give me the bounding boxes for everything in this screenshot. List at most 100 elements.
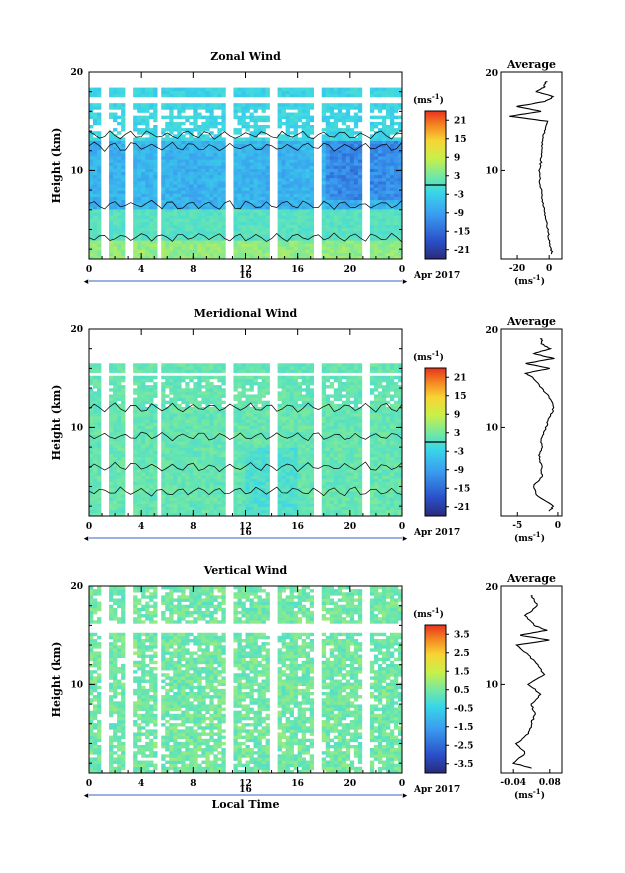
heatmap-cell bbox=[137, 500, 142, 504]
heatmap-cell bbox=[245, 431, 250, 436]
heatmap-cell bbox=[285, 143, 290, 148]
heatmap-cell bbox=[373, 224, 379, 229]
heatmap-cell bbox=[213, 184, 218, 188]
heatmap-cell bbox=[241, 509, 246, 514]
heatmap-cell bbox=[109, 497, 114, 501]
heatmap-cell bbox=[237, 369, 242, 373]
heatmap-cell bbox=[325, 246, 331, 250]
heatmap-cell bbox=[353, 143, 359, 148]
heatmap-cell bbox=[321, 246, 327, 250]
heatmap-cell bbox=[257, 153, 262, 157]
heatmap-cell bbox=[277, 199, 282, 204]
heatmap-cell bbox=[349, 230, 355, 235]
heatmap-cell bbox=[381, 159, 387, 163]
heatmap-cell bbox=[149, 146, 154, 151]
heatmap-cell bbox=[241, 478, 246, 483]
heatmap-cell bbox=[253, 221, 258, 226]
heatmap-cell bbox=[205, 146, 210, 151]
heatmap-cell bbox=[333, 168, 339, 173]
heatmap-cell bbox=[305, 90, 310, 95]
heatmap-cell bbox=[181, 93, 186, 98]
heatmap-cell bbox=[153, 112, 158, 116]
heatmap-cell bbox=[141, 472, 146, 476]
heatmap-cell bbox=[193, 215, 198, 219]
heatmap-cell bbox=[161, 237, 166, 241]
heatmap-cell bbox=[97, 403, 102, 408]
heatmap-cell bbox=[221, 450, 226, 454]
heatmap-cell bbox=[257, 196, 262, 201]
heatmap-cell bbox=[145, 227, 150, 232]
heatmap-cell bbox=[145, 478, 150, 483]
heatmap-cell bbox=[357, 140, 363, 144]
heatmap-cell bbox=[193, 506, 198, 511]
heatmap-cell bbox=[109, 209, 114, 213]
heatmap-cell bbox=[221, 137, 226, 141]
heatmap-cell bbox=[381, 215, 387, 219]
heatmap-cell bbox=[89, 249, 94, 254]
heatmap-cell bbox=[113, 118, 118, 123]
heatmap-cell bbox=[333, 227, 339, 232]
heatmap-cell bbox=[281, 146, 286, 151]
heatmap-cell bbox=[141, 153, 146, 157]
heatmap-cell bbox=[377, 93, 383, 98]
heatmap-cell bbox=[93, 450, 98, 454]
heatmap-cell bbox=[193, 441, 198, 445]
heatmap-cell bbox=[141, 234, 146, 238]
heatmap-cell bbox=[221, 447, 226, 451]
heatmap-cell bbox=[213, 206, 218, 210]
heatmap-cell bbox=[341, 121, 347, 126]
heatmap-cell bbox=[113, 375, 118, 380]
heatmap-cell bbox=[93, 456, 98, 461]
heatmap-cell bbox=[217, 388, 222, 392]
heatmap-cell bbox=[257, 115, 262, 120]
heatmap-cell bbox=[301, 87, 306, 91]
heatmap-cell bbox=[193, 255, 198, 260]
heatmap-cell bbox=[213, 438, 218, 442]
heatmap-cell bbox=[277, 215, 282, 219]
heatmap-cell bbox=[93, 416, 98, 420]
heatmap-cell bbox=[309, 177, 315, 182]
heatmap-cell bbox=[245, 381, 250, 386]
heatmap-cell bbox=[265, 168, 270, 173]
heatmap-cell bbox=[161, 450, 166, 454]
heatmap-cell bbox=[217, 509, 222, 514]
heatmap-cell bbox=[137, 190, 142, 194]
heatmap-cell bbox=[205, 174, 210, 179]
heatmap-cell bbox=[181, 434, 186, 439]
heatmap-cell bbox=[117, 190, 122, 194]
heatmap-cell bbox=[277, 190, 282, 194]
heatmap-cell bbox=[209, 237, 214, 241]
heatmap-cell bbox=[133, 246, 138, 250]
heatmap-cell bbox=[321, 159, 327, 163]
heatmap-cell bbox=[169, 425, 174, 430]
heatmap-cell bbox=[97, 121, 102, 126]
heatmap-cell bbox=[233, 363, 238, 367]
heatmap-cell bbox=[209, 124, 214, 129]
heatmap-cell bbox=[109, 438, 114, 442]
heatmap-cell bbox=[181, 255, 186, 260]
heatmap-cell bbox=[245, 434, 250, 439]
heatmap-cell bbox=[149, 209, 154, 213]
heatmap-cell bbox=[353, 234, 359, 238]
heatmap-cell bbox=[137, 428, 142, 433]
heatmap-cell bbox=[161, 252, 166, 257]
heatmap-cell bbox=[349, 156, 355, 160]
heatmap-cell bbox=[381, 106, 387, 110]
heatmap-cell bbox=[97, 187, 102, 191]
heatmap-cell bbox=[289, 227, 294, 232]
heatmap-cell bbox=[233, 456, 238, 461]
heatmap-cell bbox=[181, 246, 186, 250]
heatmap-cell bbox=[329, 153, 335, 157]
heatmap-cell bbox=[309, 193, 315, 197]
heatmap-cell bbox=[181, 202, 186, 207]
heatmap-cell bbox=[205, 391, 210, 395]
heatmap-cell bbox=[197, 143, 202, 148]
heatmap-cell bbox=[97, 469, 102, 473]
heatmap-cell bbox=[209, 453, 214, 458]
heatmap-cell bbox=[321, 193, 327, 197]
heatmap-cell bbox=[373, 193, 379, 197]
heatmap-cell bbox=[181, 506, 186, 511]
heatmap-cell bbox=[297, 90, 302, 95]
heatmap-cell bbox=[133, 181, 138, 185]
heatmap-cell bbox=[145, 128, 150, 132]
